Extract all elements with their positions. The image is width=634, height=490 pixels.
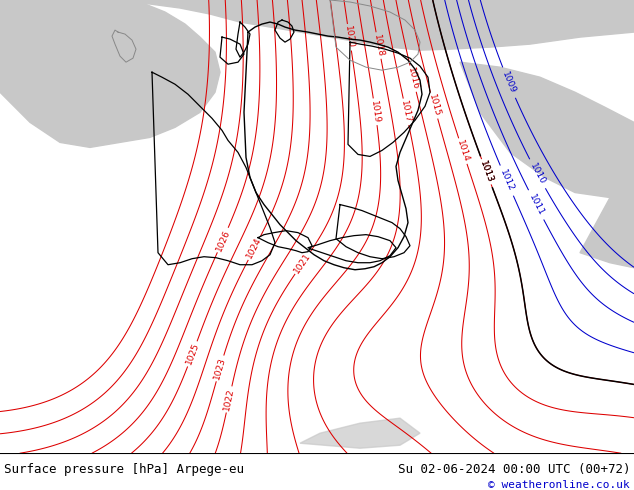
- Polygon shape: [0, 0, 634, 50]
- Text: 1018: 1018: [372, 33, 385, 58]
- Text: Surface pressure [hPa] Arpege-eu: Surface pressure [hPa] Arpege-eu: [4, 463, 244, 476]
- Polygon shape: [0, 0, 220, 147]
- Text: 1023: 1023: [212, 356, 228, 381]
- Text: 1022: 1022: [223, 388, 236, 412]
- Text: 1010: 1010: [528, 162, 547, 186]
- Text: 1016: 1016: [406, 67, 420, 91]
- Text: 1020: 1020: [343, 25, 356, 49]
- Text: 1019: 1019: [369, 100, 381, 124]
- Text: 1013: 1013: [478, 159, 495, 184]
- Text: 1013: 1013: [478, 159, 495, 184]
- Text: Su 02-06-2024 00:00 UTC (00+72): Su 02-06-2024 00:00 UTC (00+72): [398, 463, 630, 476]
- Text: 1024: 1024: [245, 236, 264, 260]
- Text: © weatheronline.co.uk: © weatheronline.co.uk: [488, 480, 630, 490]
- Text: 1026: 1026: [214, 228, 231, 252]
- Text: 1011: 1011: [527, 193, 545, 217]
- Polygon shape: [300, 418, 420, 448]
- Text: 1017: 1017: [399, 99, 413, 124]
- Text: 1014: 1014: [455, 139, 470, 163]
- Text: 1021: 1021: [292, 251, 313, 275]
- Text: 1009: 1009: [500, 70, 517, 95]
- Text: 1025: 1025: [184, 342, 200, 366]
- Text: 1012: 1012: [498, 169, 515, 193]
- Text: 1015: 1015: [427, 93, 441, 118]
- Polygon shape: [580, 193, 634, 268]
- Polygon shape: [460, 62, 634, 197]
